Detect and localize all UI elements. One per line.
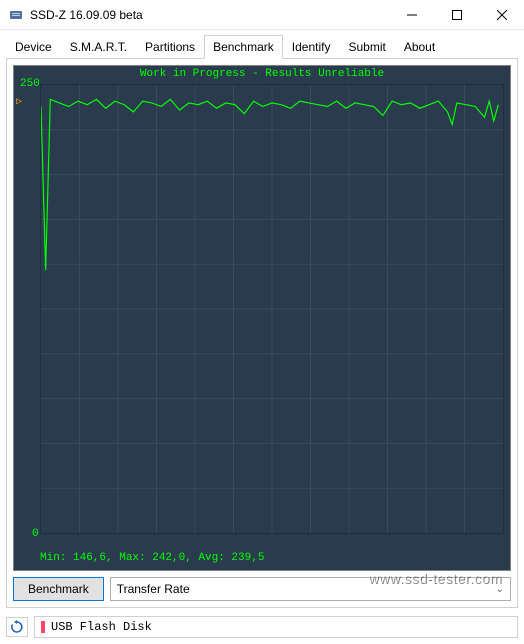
tab-bar: Device S.M.A.R.T. Partitions Benchmark I… xyxy=(0,34,524,58)
tab-partitions[interactable]: Partitions xyxy=(136,35,204,59)
disk-icon xyxy=(41,621,45,633)
tab-device[interactable]: Device xyxy=(6,35,61,59)
chart-stats: Min: 146,6, Max: 242,0, Avg: 239,5 xyxy=(40,552,264,564)
status-bar: USB Flash Disk xyxy=(6,616,518,638)
device-field[interactable]: USB Flash Disk xyxy=(34,616,518,638)
app-icon xyxy=(8,7,24,23)
chevron-down-icon: ⌄ xyxy=(496,584,504,595)
window-controls xyxy=(389,0,524,29)
progress-marker-icon: ▷ xyxy=(16,96,22,108)
chart-title: Work in Progress - Results Unreliable xyxy=(14,68,510,80)
maximize-button[interactable] xyxy=(434,0,479,30)
tab-panel: Work in Progress - Results Unreliable 25… xyxy=(6,58,518,608)
close-button[interactable] xyxy=(479,0,524,30)
device-name: USB Flash Disk xyxy=(51,620,152,634)
titlebar: SSD-Z 16.09.09 beta xyxy=(0,0,524,30)
tab-identify[interactable]: Identify xyxy=(283,35,340,59)
tab-submit[interactable]: Submit xyxy=(339,35,394,59)
benchmark-controls: Benchmark Transfer Rate ⌄ xyxy=(13,577,511,601)
mode-select[interactable]: Transfer Rate ⌄ xyxy=(110,577,511,601)
tab-about[interactable]: About xyxy=(395,35,444,59)
tab-benchmark[interactable]: Benchmark xyxy=(204,35,283,59)
chart-plot-area xyxy=(40,84,504,534)
benchmark-chart: Work in Progress - Results Unreliable 25… xyxy=(13,65,511,571)
benchmark-button[interactable]: Benchmark xyxy=(13,577,104,601)
y-axis-min: 0 xyxy=(32,528,39,540)
minimize-button[interactable] xyxy=(389,0,434,30)
window-title: SSD-Z 16.09.09 beta xyxy=(30,8,389,22)
mode-select-label: Transfer Rate xyxy=(117,582,190,596)
refresh-icon xyxy=(10,620,24,634)
refresh-button[interactable] xyxy=(6,617,28,637)
tab-smart[interactable]: S.M.A.R.T. xyxy=(61,35,136,59)
chart-svg xyxy=(41,85,503,533)
y-axis-max: 250 xyxy=(20,78,40,90)
